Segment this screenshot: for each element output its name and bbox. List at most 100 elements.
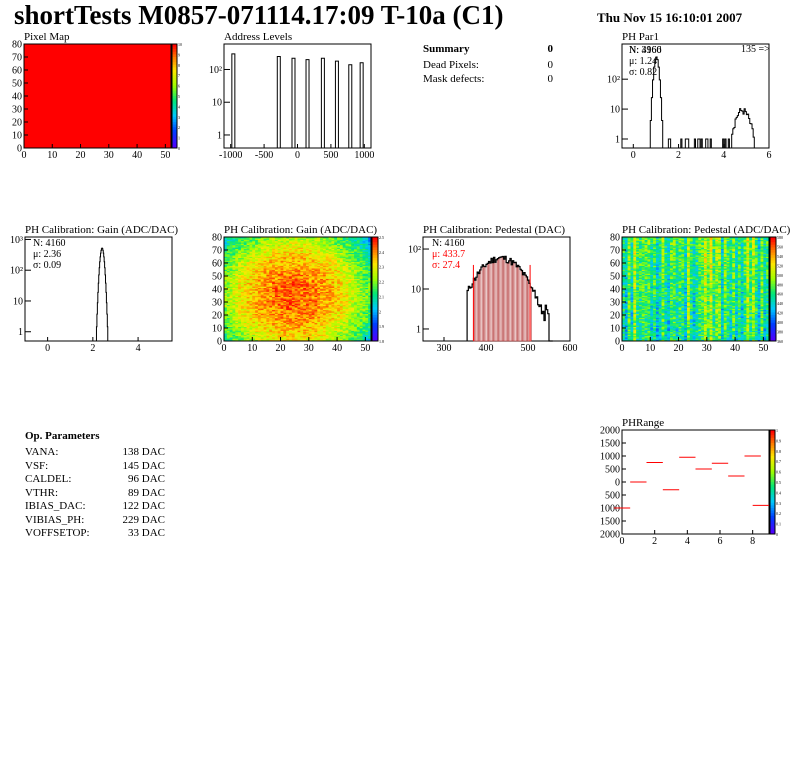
gain-map-cell <box>314 248 318 251</box>
gain-map-cell <box>328 311 332 313</box>
gain-map-cell <box>263 309 267 312</box>
gain-map-cell <box>291 283 295 286</box>
gain-map-cell <box>337 257 341 260</box>
gain-map-palette-segment <box>372 244 378 248</box>
gain-map-cell <box>257 261 262 264</box>
gain-map-cell <box>232 256 236 259</box>
gain-map-cell <box>266 313 270 316</box>
pedestal-map-cell <box>624 246 628 248</box>
gain-map-cell <box>229 276 233 278</box>
gain-map-cell <box>334 263 338 265</box>
gain-map-cell <box>339 334 344 337</box>
gain-map-cell <box>263 257 267 260</box>
gain-map-cell <box>348 238 352 240</box>
pedestal-map-cell <box>633 246 637 248</box>
gain-map-cell <box>303 322 307 325</box>
gain-map-cell <box>283 338 287 340</box>
pedestal-map-cell <box>622 299 626 301</box>
gain-map-cell <box>235 256 239 259</box>
gain-map-cell <box>359 303 363 305</box>
gain-map-cell <box>297 305 301 308</box>
gain-map-cell <box>305 251 310 253</box>
gain-map-cell <box>368 309 372 312</box>
pixel-map-palette-segment <box>172 64 177 68</box>
gain-map-cell <box>345 335 349 338</box>
gain-map-cell <box>246 326 250 329</box>
gain-map-cell <box>322 239 327 242</box>
pedestal-map-cell <box>636 251 640 253</box>
gain-map-cell <box>314 313 318 316</box>
pedestal-map-cell <box>630 322 634 325</box>
gain-map-cell <box>305 270 310 273</box>
pedestal-map-cell <box>627 266 631 269</box>
gain-map-cell <box>226 326 230 329</box>
gain-map-cell <box>255 289 259 291</box>
pedestal-map-cell <box>638 309 643 312</box>
gain-map-cell <box>246 307 250 309</box>
pedestal-histogram <box>466 255 553 342</box>
gain-map-cell <box>328 335 332 338</box>
gain-map-cell <box>303 251 307 253</box>
pedestal-map-cell <box>624 337 628 339</box>
gain-map-cell <box>272 287 276 290</box>
gain-map-cell <box>272 324 276 326</box>
gain-map-cell <box>362 317 366 320</box>
gain-map-cell <box>297 279 301 282</box>
gain-map-cell <box>283 244 287 247</box>
gain-map-cell <box>339 266 344 269</box>
gain-map-cell <box>224 296 228 299</box>
gain-map-cell <box>354 276 358 278</box>
gain-map-cell <box>303 320 307 322</box>
gain-map-cell <box>328 337 332 339</box>
gain-map-cell <box>339 239 344 242</box>
gain-map-cell <box>325 309 329 312</box>
gain-map-cell <box>243 256 247 259</box>
pedestal-map-cell <box>624 273 628 275</box>
gain-map-cell <box>345 308 349 311</box>
gain-map-cell <box>331 316 335 318</box>
gain-map-cell <box>348 255 352 257</box>
gain-map-cell <box>246 320 250 322</box>
gain-map-cell <box>232 307 236 309</box>
gain-map-cell <box>348 265 352 268</box>
gain-map-cell <box>277 331 281 334</box>
gain-map-cell <box>331 274 335 277</box>
gain-map-cell <box>334 253 338 256</box>
gain-map-cell <box>334 251 338 253</box>
gain-map-cell <box>308 279 312 282</box>
gain-map-cell <box>303 300 307 303</box>
gain-map-cell <box>331 276 335 278</box>
gain-map-cell <box>342 239 346 242</box>
gain-map-cell <box>305 307 310 309</box>
gain-map-cell <box>351 338 355 340</box>
gain-map-cell <box>263 304 267 307</box>
gain-map-cell <box>289 328 293 330</box>
gain-map-cell <box>246 270 250 273</box>
gain-map-cell <box>280 298 284 300</box>
gain-map-cell <box>345 305 349 308</box>
gain-map-cell <box>240 318 245 321</box>
gain-map-cell <box>240 260 245 262</box>
gain-map-cell <box>339 261 344 264</box>
gain-map-cell <box>345 302 349 304</box>
gain-map-cell <box>305 289 310 291</box>
gain-map-cell <box>314 276 318 278</box>
gain-map-cell <box>294 303 298 305</box>
gain-map-cell <box>286 268 290 270</box>
ph-par1-stat: σ: 0.82 <box>629 67 657 78</box>
summary-value: 0 <box>547 73 554 85</box>
gain-map-cell <box>235 322 239 325</box>
gain-map-cell <box>317 304 321 307</box>
gain-map-cell <box>229 330 233 333</box>
gain-map-cell <box>240 300 245 303</box>
gain-map-cell <box>300 244 304 247</box>
gain-map-cell <box>255 315 259 317</box>
gain-map-palette-segment <box>372 296 378 300</box>
gain-map-cell <box>297 264 301 266</box>
gain-map-cell <box>255 269 259 272</box>
gain-map-cell <box>368 305 372 308</box>
gain-map-cell <box>314 294 318 296</box>
pixel-map-palette-segment <box>172 46 177 50</box>
gain-map-cell <box>294 279 298 282</box>
gain-map-cell <box>272 300 276 303</box>
